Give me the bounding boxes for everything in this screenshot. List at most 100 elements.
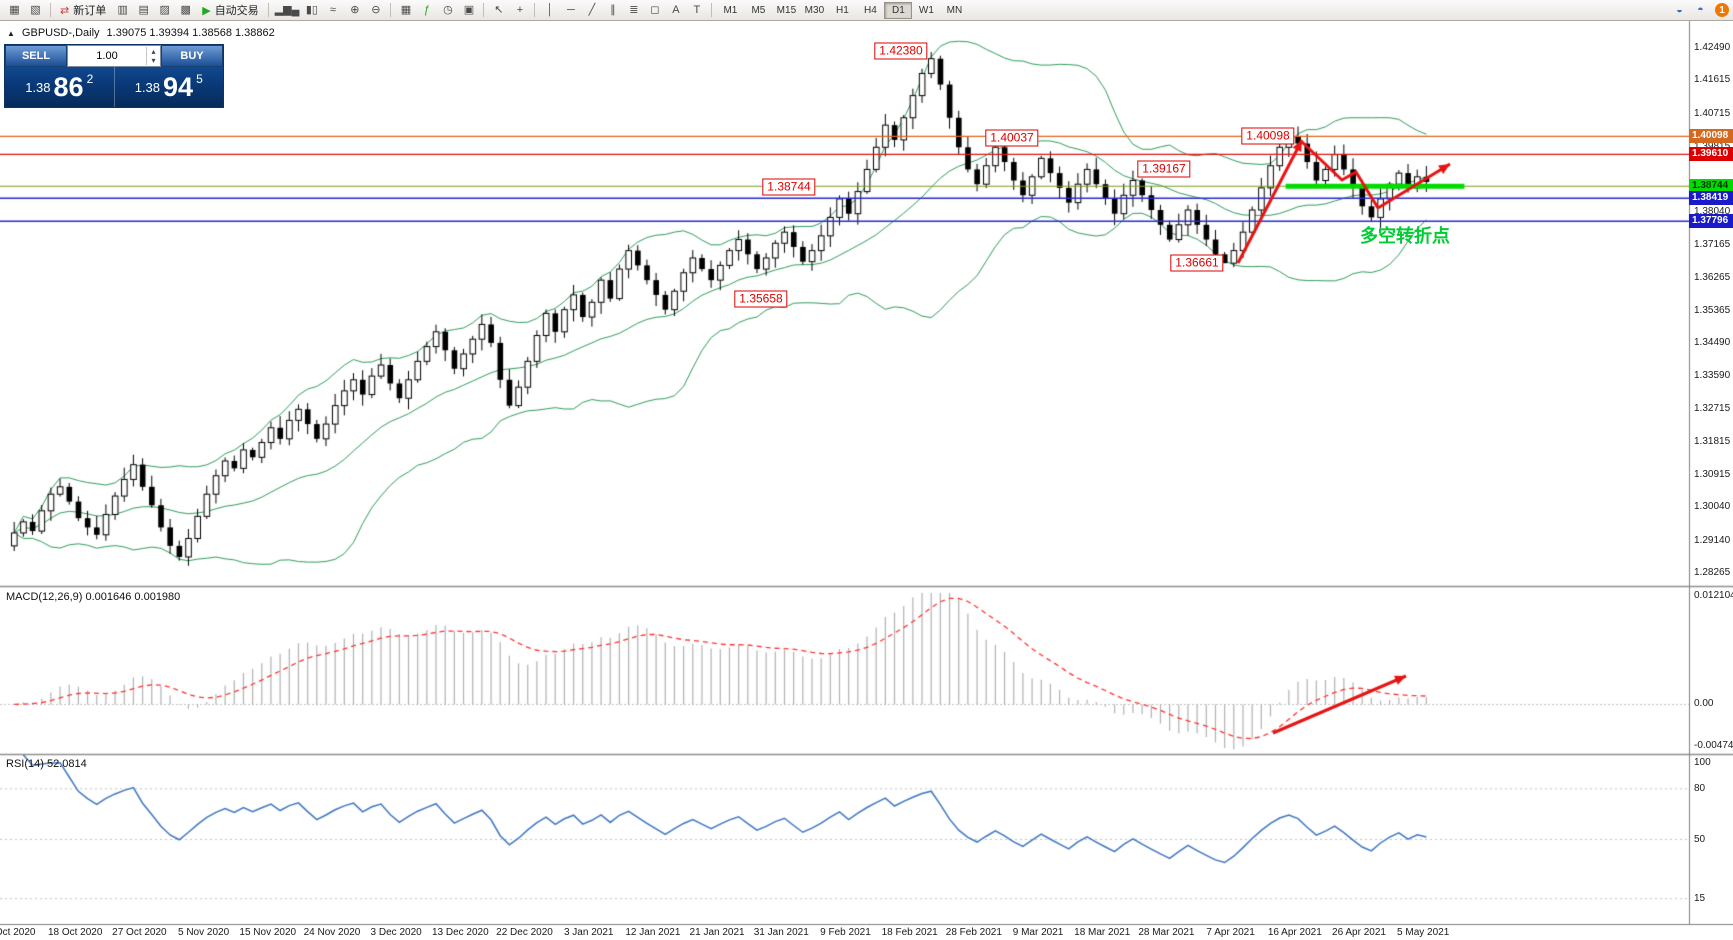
price-axis-tick: 1.40715 [1694,107,1731,119]
new-order-button[interactable]: ⇄ 新订单 [55,2,111,19]
price-annotation[interactable]: 1.40098 [1241,127,1295,145]
navigator-icon[interactable]: ▨ [159,3,170,16]
zoom-out-icon[interactable]: ⊖ [371,3,381,16]
price-axis-tick: 1.41615 [1694,74,1731,86]
rsi-axis-tick: 100 [1694,757,1711,768]
timeframe-button-m15[interactable]: M15 [776,4,797,16]
candlestick-icon[interactable]: ▮▯ [305,3,318,16]
time-axis-label: 18 Oct 2020 [47,927,103,938]
volume-spinner[interactable]: ▴ ▾ [146,47,160,65]
price-axis-tick: 1.32715 [1694,402,1731,414]
shapes-icon[interactable]: ◻ [650,3,660,16]
time-axis-label: 28 Mar 2021 [1138,927,1195,938]
timeframe-button-mn[interactable]: MN [946,4,963,16]
timeframe-button-w1[interactable]: W1 [918,4,934,16]
time-axis-label: 5 Nov 2020 [177,927,230,938]
price-axis-tick: 1.28265 [1694,567,1731,578]
new-chart-icon[interactable]: ▦ [9,3,20,16]
timeframe-button-m30[interactable]: M30 [804,4,825,16]
terminal-icon[interactable]: ▩ [180,3,191,16]
period-icon[interactable]: ◷ [443,3,453,16]
time-axis-label: 16 Apr 2021 [1267,927,1322,938]
price-annotation[interactable]: 1.35658 [734,290,788,308]
time-axis-label: 9 Mar 2021 [1012,927,1064,938]
fibonacci-icon[interactable]: ≣ [629,3,639,16]
crosshair-icon[interactable]: + [516,3,524,16]
timeframe-button-d1[interactable]: D1 [884,1,913,19]
buy-price[interactable]: 1.38 94 5 [113,67,224,107]
toolbar-separator [390,3,392,17]
rsi-axis-tick: 80 [1694,782,1706,794]
chart-title: ▲ GBPUSD-,Daily 1.39075 1.39394 1.38568 … [7,27,275,39]
timeframe-button-m5[interactable]: M5 [751,4,766,16]
toolbar-separator [711,3,713,17]
channel-icon[interactable]: ∥ [610,3,616,16]
vertical-line-icon[interactable]: │ [546,3,554,16]
template-icon[interactable]: ▣ [463,3,475,16]
favorites-icon[interactable]: ◒ [1676,3,1683,16]
time-axis-label: 22 Dec 2020 [496,927,553,938]
data-window-icon[interactable]: ▤ [138,3,149,16]
toolbar-separator [50,3,51,17]
bar-chart-icon[interactable]: ▂▆▄ [274,3,300,16]
new-order-icon: ⇄ [60,4,70,17]
market-watch-icon[interactable]: ▥ [117,3,128,16]
price-annotation[interactable]: 1.40037 [985,129,1039,147]
time-axis-label: 7 Apr 2021 [1206,927,1255,938]
time-axis-label: 24 Nov 2020 [303,927,361,938]
toolbar-separator [267,3,269,17]
sell-price-big: 86 [53,71,84,102]
timeframe-button-m1[interactable]: M1 [723,4,738,16]
price-axis-tick: 1.30040 [1694,501,1731,513]
price-axis-tag: 1.39610 [1689,147,1733,162]
one-click-trading-panel: SELL ▴▾ BUY 1.38 86 2 1.38 94 5 [4,44,224,108]
time-axis-label: 18 Feb 2021 [881,927,938,938]
tile-windows-icon[interactable]: ▦ [400,3,412,16]
timeframe-button-h1[interactable]: H1 [836,4,849,16]
line-chart-icon[interactable]: ≈ [329,3,336,16]
collapse-trade-panel-icon[interactable]: ▲ [7,28,15,38]
price-axis-tick: 1.34490 [1694,337,1731,349]
timeframe-button-h4[interactable]: H4 [864,4,877,16]
time-axis-label: 26 Apr 2021 [1332,927,1386,938]
buy-button[interactable]: BUY [161,45,223,67]
price-axis-tag: 1.37796 [1689,214,1733,229]
toolbar-separator [483,3,485,17]
trendline-icon[interactable]: ╱ [588,3,596,16]
sell-price[interactable]: 1.38 86 2 [5,67,114,107]
label-icon[interactable]: T [693,3,701,16]
ohlc-values: 1.39075 1.39394 1.38568 1.38862 [106,27,275,39]
sell-button[interactable]: SELL [5,45,67,67]
indicators-icon[interactable]: ƒ [423,3,430,16]
volume-input[interactable] [68,49,146,63]
sell-price-prefix: 1.38 [25,79,51,95]
autotrading-button[interactable]: ▶ 自动交易 [197,2,263,19]
autotrading-label: 自动交易 [214,5,259,17]
price-annotation[interactable]: 1.36661 [1170,254,1224,272]
price-axis-tick: 1.30915 [1694,469,1731,481]
price-axis-tick: 1.39815 [1694,140,1731,152]
notification-badge[interactable]: 1 [1715,3,1729,17]
price-annotation[interactable]: 1.39167 [1137,160,1191,178]
price-axis-tick: 1.36265 [1694,271,1731,283]
profiles-icon[interactable]: ▧ [30,3,41,16]
price-axis-tick: 1.42490 [1694,42,1731,53]
time-axis-label: 21 Jan 2021 [689,927,745,938]
rsi-axis-tick: 50 [1694,833,1706,845]
zoom-in-icon[interactable]: ⊕ [350,3,360,16]
volume-box: ▴▾ [67,45,161,67]
text-icon[interactable]: A [672,3,680,16]
macd-axis-tick: -0.004746 [1694,740,1733,751]
price-axis-tick: 1.38040 [1694,206,1731,218]
new-order-label: 新订单 [73,5,107,17]
macd-axis-tick: 0.012104 [1694,590,1733,601]
community-icon[interactable]: ◓ [1697,3,1704,16]
chart-note-text[interactable]: 多空转折点 [1360,226,1450,246]
price-axis-tick: 1.29140 [1694,534,1731,546]
price-annotation[interactable]: 1.38744 [762,178,816,196]
cursor-icon[interactable]: ↖ [494,3,504,16]
horizontal-line-icon[interactable]: ─ [567,3,575,16]
price-annotation[interactable]: 1.42380 [874,42,928,60]
